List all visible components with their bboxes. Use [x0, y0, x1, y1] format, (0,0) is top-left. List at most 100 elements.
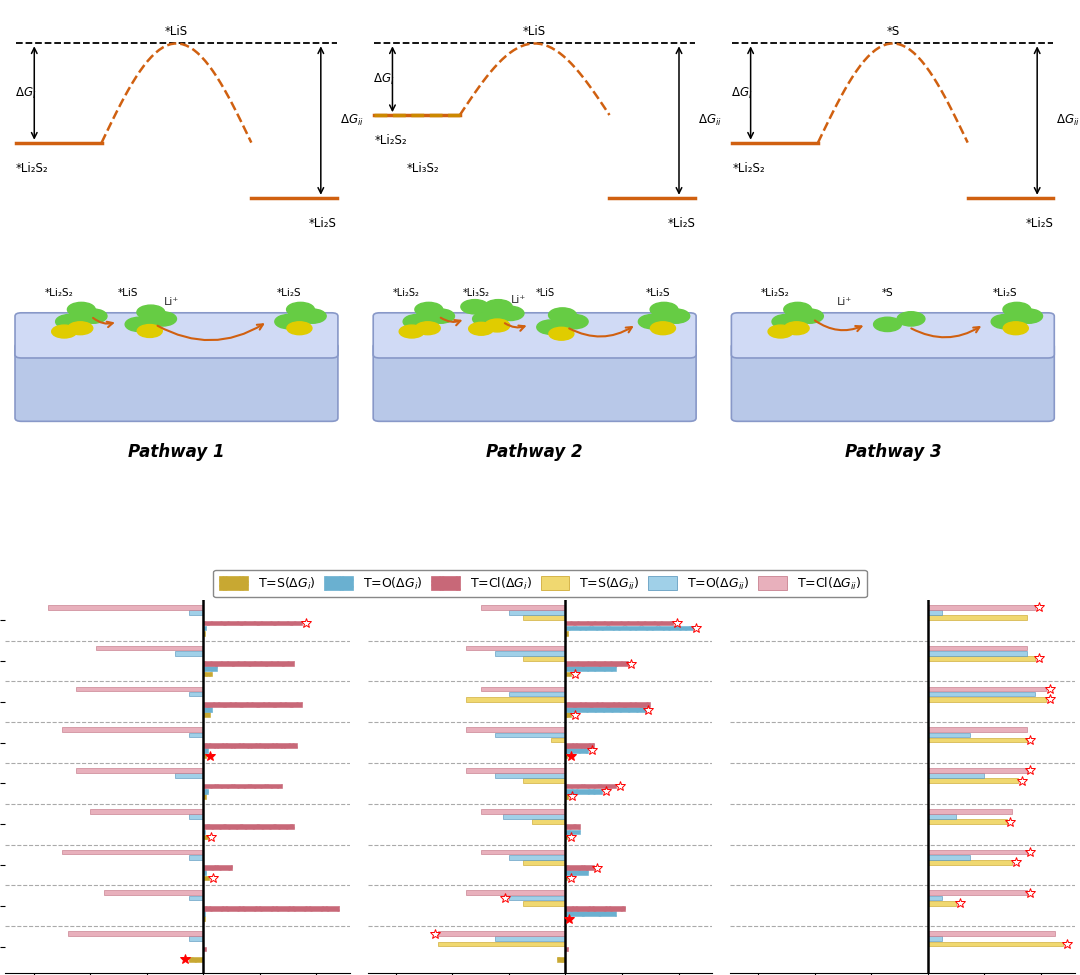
Bar	[928, 819, 1007, 824]
Circle shape	[461, 299, 488, 314]
Circle shape	[274, 315, 302, 329]
Bar	[495, 732, 566, 737]
Bar	[523, 778, 566, 783]
Bar	[481, 849, 566, 854]
Bar	[438, 942, 566, 947]
Bar	[566, 754, 567, 758]
Circle shape	[485, 319, 510, 332]
Bar	[203, 661, 294, 666]
Text: *Li₂S₂: *Li₂S₂	[375, 135, 407, 147]
Bar	[203, 702, 302, 707]
Bar	[566, 620, 673, 625]
Bar	[438, 931, 566, 936]
Bar	[928, 768, 1026, 773]
Bar	[566, 906, 625, 911]
FancyBboxPatch shape	[731, 343, 1054, 421]
Bar	[68, 931, 203, 936]
Text: $\Delta G_{ii}$: $\Delta G_{ii}$	[699, 113, 721, 128]
Circle shape	[485, 299, 512, 314]
Bar	[523, 656, 566, 661]
Bar	[566, 876, 567, 880]
Bar	[203, 754, 206, 758]
Circle shape	[298, 309, 326, 324]
Bar	[566, 912, 617, 916]
Bar	[203, 707, 212, 712]
Bar	[928, 686, 1047, 691]
Bar	[509, 691, 566, 696]
Bar	[189, 957, 203, 961]
Bar	[509, 896, 566, 900]
Text: Pathway 1: Pathway 1	[129, 443, 225, 461]
Bar	[203, 667, 217, 671]
Text: Li⁺: Li⁺	[163, 297, 179, 307]
Bar	[203, 789, 207, 794]
FancyBboxPatch shape	[731, 313, 1054, 358]
Bar	[203, 713, 211, 718]
Bar	[189, 855, 203, 860]
Bar	[928, 738, 1026, 742]
Bar	[495, 651, 566, 655]
Bar	[928, 605, 1035, 609]
Bar	[928, 645, 1026, 650]
Bar	[467, 727, 566, 732]
Text: *Li₂S₂: *Li₂S₂	[393, 288, 420, 298]
Bar	[566, 865, 594, 870]
Circle shape	[537, 320, 565, 334]
Bar	[48, 605, 203, 609]
Circle shape	[1003, 322, 1028, 334]
Text: *S: *S	[881, 288, 893, 298]
Bar	[523, 860, 566, 865]
Bar	[566, 631, 568, 636]
Bar	[189, 691, 203, 696]
Circle shape	[67, 302, 95, 317]
Bar	[189, 610, 203, 615]
Text: *Li₂S: *Li₂S	[993, 288, 1017, 298]
Circle shape	[286, 302, 314, 317]
Circle shape	[137, 305, 165, 320]
Circle shape	[415, 302, 443, 317]
Bar	[203, 825, 294, 829]
Bar	[62, 849, 203, 854]
Circle shape	[52, 325, 77, 338]
Bar	[467, 890, 566, 895]
Circle shape	[784, 302, 811, 317]
Bar	[566, 871, 589, 876]
Circle shape	[287, 322, 312, 334]
Text: *LiS: *LiS	[118, 288, 138, 298]
Circle shape	[897, 312, 924, 326]
Circle shape	[56, 315, 83, 329]
Bar	[928, 896, 942, 900]
Bar	[203, 916, 205, 921]
Bar	[495, 936, 566, 941]
Bar	[928, 778, 1018, 783]
Bar	[557, 957, 566, 961]
Bar	[76, 768, 203, 773]
Bar	[928, 942, 1064, 947]
Bar	[203, 906, 339, 911]
Text: $\Delta G_i$: $\Delta G_i$	[374, 72, 394, 87]
Bar	[189, 896, 203, 900]
Circle shape	[469, 323, 494, 335]
Text: *Li₂S₂: *Li₂S₂	[16, 162, 49, 175]
Bar	[928, 855, 970, 860]
Bar	[96, 645, 203, 650]
Circle shape	[796, 309, 823, 324]
Circle shape	[874, 317, 902, 332]
Legend: T=S($\Delta G_i$), T=O($\Delta G_i$), T=Cl($\Delta G_i$), T=S($\Delta G_{ii}$), : T=S($\Delta G_i$), T=O($\Delta G_i$), T=…	[213, 569, 867, 597]
Bar	[189, 936, 203, 941]
Text: *Li₂S: *Li₂S	[645, 288, 670, 298]
Bar	[509, 610, 566, 615]
Circle shape	[496, 306, 524, 321]
Bar	[566, 702, 650, 707]
Bar	[203, 835, 207, 839]
Text: *LiS: *LiS	[523, 25, 546, 38]
FancyBboxPatch shape	[374, 343, 697, 421]
Bar	[175, 651, 203, 655]
Bar	[928, 931, 1055, 936]
Text: *Li₃S₂: *Li₃S₂	[462, 288, 489, 298]
Bar	[509, 855, 566, 860]
Text: *Li₂S₂: *Li₂S₂	[732, 162, 765, 175]
Bar	[566, 626, 692, 631]
Bar	[928, 656, 1035, 661]
Bar	[928, 615, 1026, 620]
